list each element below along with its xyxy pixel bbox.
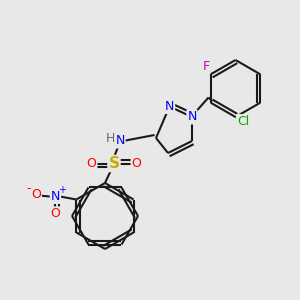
Text: O: O xyxy=(87,157,96,170)
Text: O: O xyxy=(50,207,60,220)
Text: N: N xyxy=(115,134,125,148)
Text: S: S xyxy=(109,156,119,171)
Text: N: N xyxy=(187,110,197,124)
Text: O: O xyxy=(132,157,141,170)
Text: O: O xyxy=(31,188,41,202)
Text: F: F xyxy=(203,60,210,73)
Text: N: N xyxy=(51,190,60,203)
Text: N: N xyxy=(165,100,174,113)
Text: +: + xyxy=(58,185,66,195)
Text: -: - xyxy=(27,182,31,195)
Text: H: H xyxy=(106,132,115,145)
Text: Cl: Cl xyxy=(237,115,249,128)
